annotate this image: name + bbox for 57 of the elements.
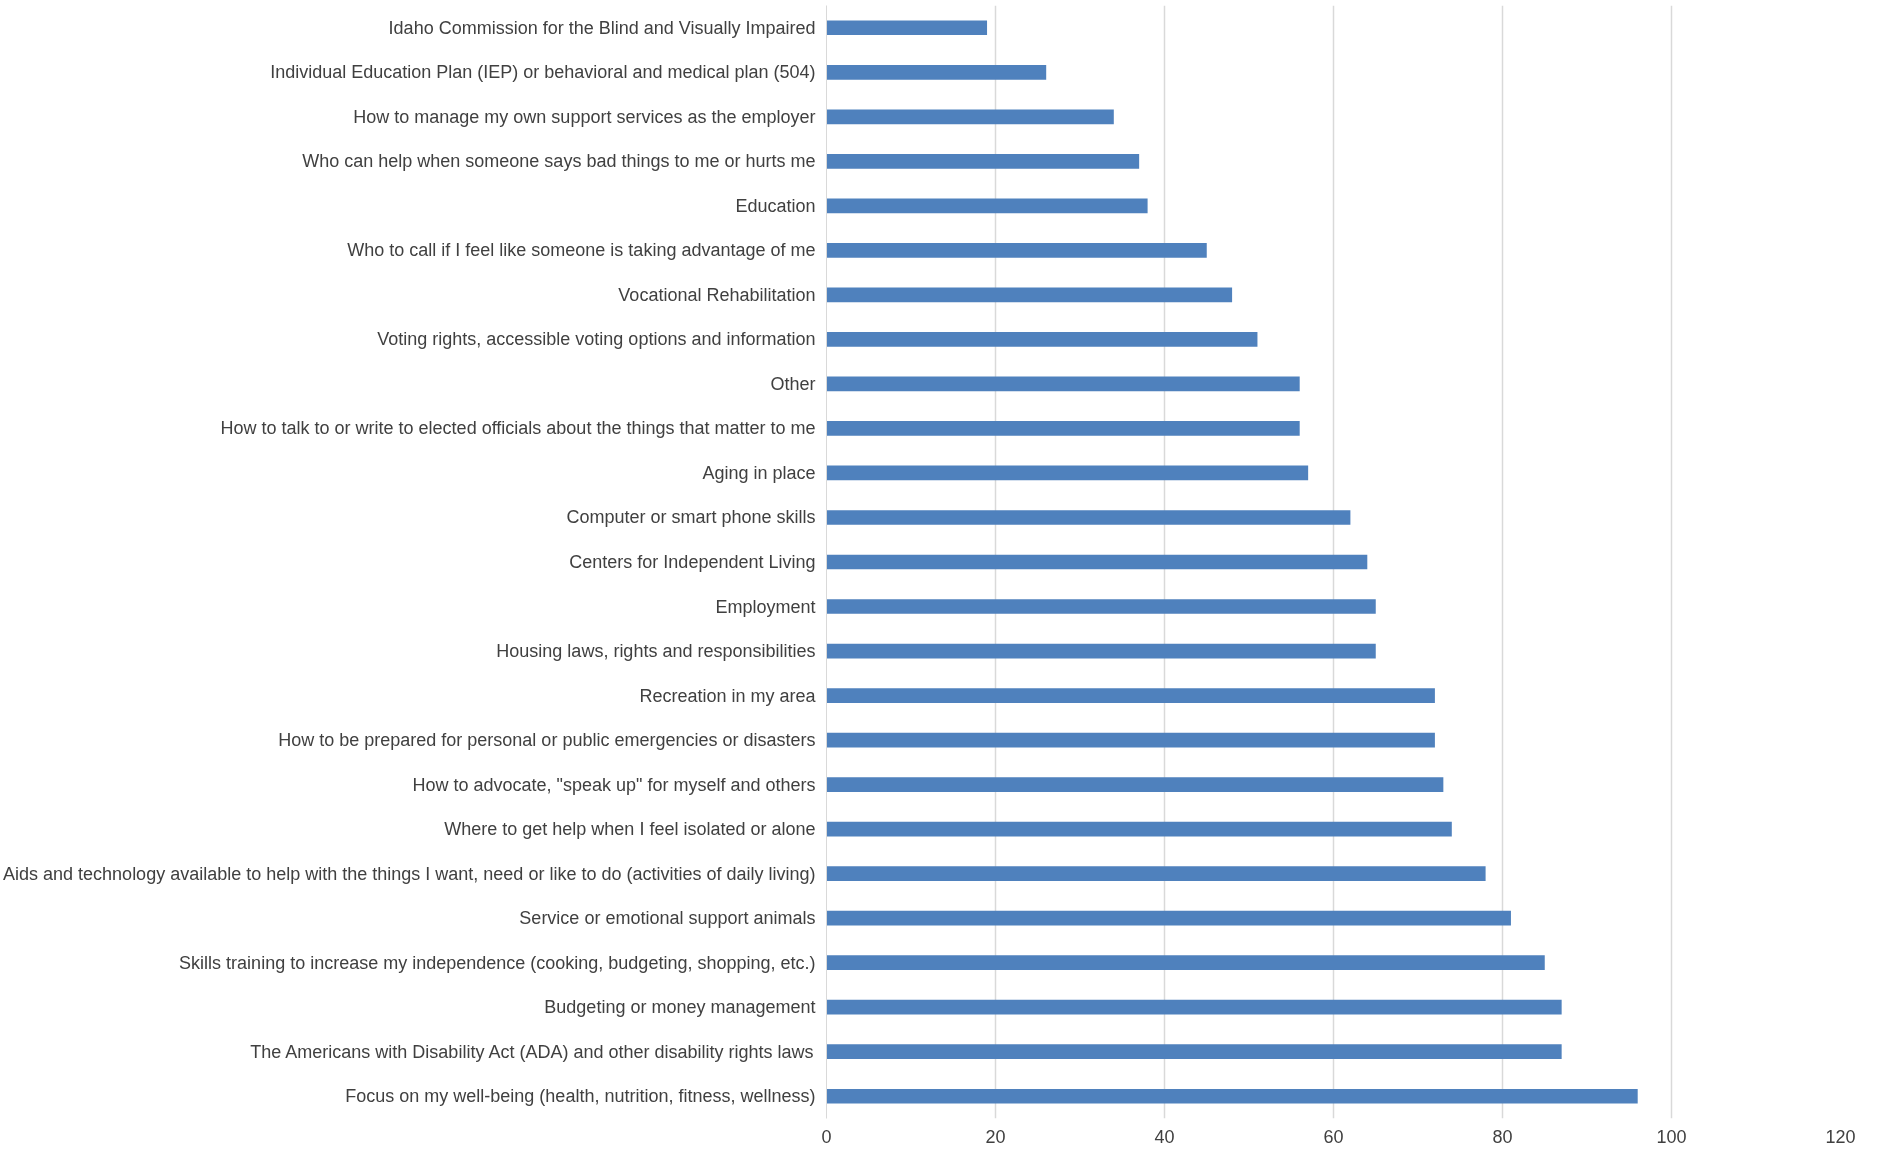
y-tick-label: Idaho Commission for the Blind and Visually Impaired	[388, 17, 816, 38]
y-tick-label: How to advocate, "speak up" for myself and others	[412, 774, 816, 795]
bar	[826, 198, 1148, 214]
y-tick-label: Where to get help when I feel isolated or alone	[444, 819, 816, 840]
y-tick-label: Centers for Independent Living	[569, 552, 816, 572]
y-tick-label: Service or emotional support animals	[519, 908, 816, 929]
bar	[826, 109, 1114, 125]
bar	[826, 376, 1300, 392]
y-tick-label: How to talk to or write to elected officials about the things that matter to me	[220, 418, 816, 439]
bar	[826, 777, 1444, 792]
x-tick-label: 100	[1656, 1126, 1687, 1147]
bar	[826, 243, 1207, 258]
x-tick-label: 20	[985, 1126, 1006, 1147]
y-tick-label: How to manage my own support services as the employer	[353, 106, 816, 127]
y-tick-label: Who to call if I feel like someone is taking advantage of me	[347, 240, 816, 261]
y-tick-label: Education	[735, 195, 816, 216]
x-tick-label: 120	[1825, 1126, 1856, 1147]
x-tick-label: 0	[821, 1126, 832, 1147]
bar	[826, 732, 1435, 748]
y-tick-label: Aids and technology available to help with the things I want, need or like to do (activities of daily living)	[3, 863, 816, 884]
y-tick-label: Who can help when someone says bad things to me or hurts me	[302, 151, 816, 172]
y-tick-label: Recreation in my area	[639, 685, 817, 706]
bar	[826, 421, 1300, 436]
y-tick-label: Focus on my well-being (health, nutrition, fitness, wellness)	[345, 1086, 816, 1107]
y-tick-label: Vocational Rehabilitation	[618, 284, 816, 305]
bar	[826, 599, 1376, 614]
bar	[826, 955, 1545, 971]
x-tick-label: 80	[1492, 1126, 1513, 1147]
bar	[826, 465, 1309, 481]
bar	[826, 332, 1258, 347]
x-tick-label: 40	[1154, 1126, 1175, 1147]
bar	[826, 910, 1511, 926]
bar	[826, 1088, 1638, 1104]
bar	[826, 1044, 1562, 1060]
y-tick-label: Other	[770, 373, 816, 394]
y-tick-label: Aging in place	[702, 462, 816, 483]
bar	[826, 999, 1562, 1015]
bar	[826, 643, 1376, 659]
y-tick-label: Housing laws, rights and responsibilities	[496, 641, 816, 662]
y-tick-label: Individual Education Plan (IEP) or behavioral and medical plan (504)	[270, 62, 816, 83]
bar	[826, 554, 1368, 570]
bar	[826, 287, 1233, 303]
bar	[826, 20, 988, 36]
x-tick-label: 60	[1323, 1126, 1344, 1147]
y-tick-label: Computer or smart phone skills	[566, 507, 816, 528]
bar	[826, 821, 1452, 837]
bar	[826, 688, 1435, 703]
y-tick-label: How to be prepared for personal or public emergencies or disasters	[278, 730, 816, 751]
y-tick-label: The Americans with Disability Act (ADA) and other disability rights laws	[250, 1041, 814, 1062]
bar	[826, 64, 1047, 80]
y-tick-label: Employment	[715, 596, 816, 617]
bar	[826, 153, 1140, 169]
y-tick-label: Skills training to increase my independence (cooking, budgeting, shopping, etc.)	[179, 952, 816, 973]
y-tick-label: Budgeting or money management	[544, 997, 816, 1018]
y-tick-label: Voting rights, accessible voting options and information	[377, 329, 816, 350]
bar	[826, 866, 1486, 881]
bar	[826, 510, 1351, 525]
